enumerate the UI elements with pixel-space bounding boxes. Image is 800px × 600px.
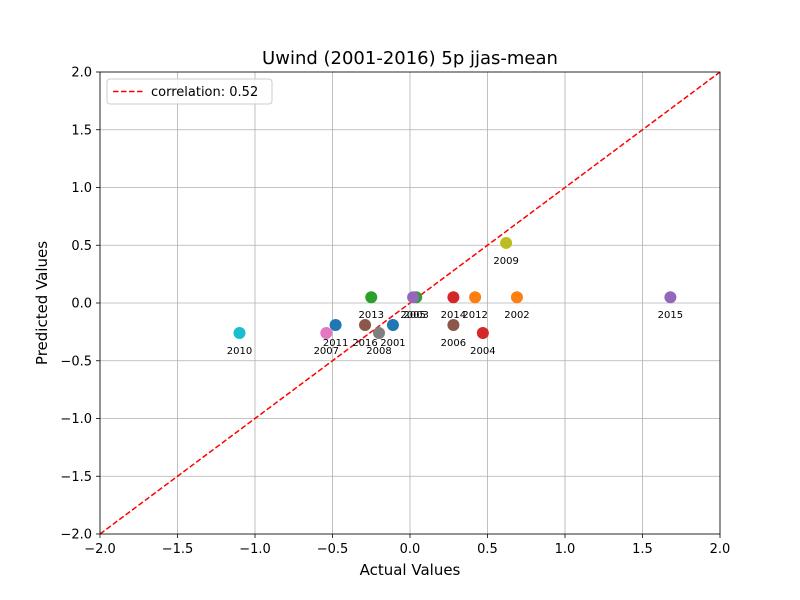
y-tick-label: 2.0 bbox=[71, 66, 92, 81]
data-point-2005 bbox=[407, 291, 420, 304]
y-axis-title: Predicted Values bbox=[33, 241, 51, 365]
point-label-2009: 2009 bbox=[493, 256, 518, 267]
y-tick-label: −1.5 bbox=[60, 470, 92, 485]
point-label-2011: 2011 bbox=[323, 338, 348, 349]
x-tick-label: −1.0 bbox=[239, 542, 271, 557]
data-point-2016 bbox=[359, 318, 372, 331]
data-point-2014 bbox=[447, 291, 460, 304]
point-label-2004: 2004 bbox=[470, 346, 495, 357]
data-point-2009 bbox=[500, 236, 513, 249]
chart-title: Uwind (2001-2016) 5p jjas-mean bbox=[262, 48, 558, 69]
data-point-2002 bbox=[510, 291, 523, 304]
data-point-2013 bbox=[365, 291, 378, 304]
x-tick-label: −2.0 bbox=[84, 542, 116, 557]
x-tick-label: 1.5 bbox=[632, 542, 653, 557]
point-label-2006: 2006 bbox=[441, 338, 466, 349]
point-label-2010: 2010 bbox=[227, 346, 252, 357]
data-point-2011 bbox=[329, 318, 342, 331]
point-label-2005: 2005 bbox=[400, 310, 425, 321]
reference-line-layer bbox=[99, 71, 721, 535]
points-layer: 2001 2002 2003 2004 2005 2006 2007 2008 2009 2010… bbox=[227, 236, 683, 357]
y-tick-label: 1.5 bbox=[71, 123, 92, 138]
x-tick-label: 1.0 bbox=[555, 542, 576, 557]
y-tick-label: −2.0 bbox=[60, 528, 92, 543]
legend-box bbox=[106, 78, 273, 105]
point-label-2012: 2012 bbox=[462, 310, 487, 321]
data-point-2004 bbox=[476, 327, 489, 340]
point-label-2002: 2002 bbox=[504, 310, 529, 321]
point-label-2007: 2007 bbox=[314, 346, 339, 357]
x-axis-title: Actual Values bbox=[360, 561, 461, 579]
data-point-2012 bbox=[469, 291, 482, 304]
x-tick-label: −1.5 bbox=[162, 542, 194, 557]
x-tick-label: 0.5 bbox=[477, 542, 498, 557]
y-tick-label: 0.0 bbox=[71, 297, 92, 312]
legend-label: correlation: 0.52 bbox=[151, 85, 258, 100]
data-point-2001 bbox=[386, 318, 399, 331]
point-label-2016: 2016 bbox=[352, 338, 377, 349]
x-tick-label: −0.5 bbox=[317, 542, 349, 557]
y-tick-label: 1.0 bbox=[71, 181, 92, 196]
data-point-2006 bbox=[447, 318, 460, 331]
x-tick-label: 2.0 bbox=[710, 542, 731, 557]
data-point-2010 bbox=[233, 327, 246, 340]
axis-ticks: −2.0 −1.5 −1.0 −0.5 0.0 0.5 1.0 1.5 2.0 −2.0 −1.5 −… bbox=[60, 66, 730, 558]
point-label-2001: 2001 bbox=[380, 338, 405, 349]
data-point-2015 bbox=[664, 291, 677, 304]
y-tick-label: −0.5 bbox=[60, 354, 92, 369]
point-label-2014: 2014 bbox=[441, 310, 466, 321]
y-tick-label: −1.0 bbox=[60, 412, 92, 427]
x-tick-label: 0.0 bbox=[400, 542, 421, 557]
correlation-reference-line bbox=[99, 71, 721, 535]
point-label-2015: 2015 bbox=[658, 310, 683, 321]
point-label-2003: 2003 bbox=[403, 310, 428, 321]
y-tick-label: 0.5 bbox=[71, 239, 92, 254]
point-label-2008: 2008 bbox=[366, 346, 391, 357]
legend: correlation: 0.52 bbox=[106, 78, 273, 105]
point-label-2013: 2013 bbox=[359, 310, 384, 321]
data-point-2007 bbox=[320, 327, 333, 340]
data-point-2008 bbox=[373, 327, 385, 340]
